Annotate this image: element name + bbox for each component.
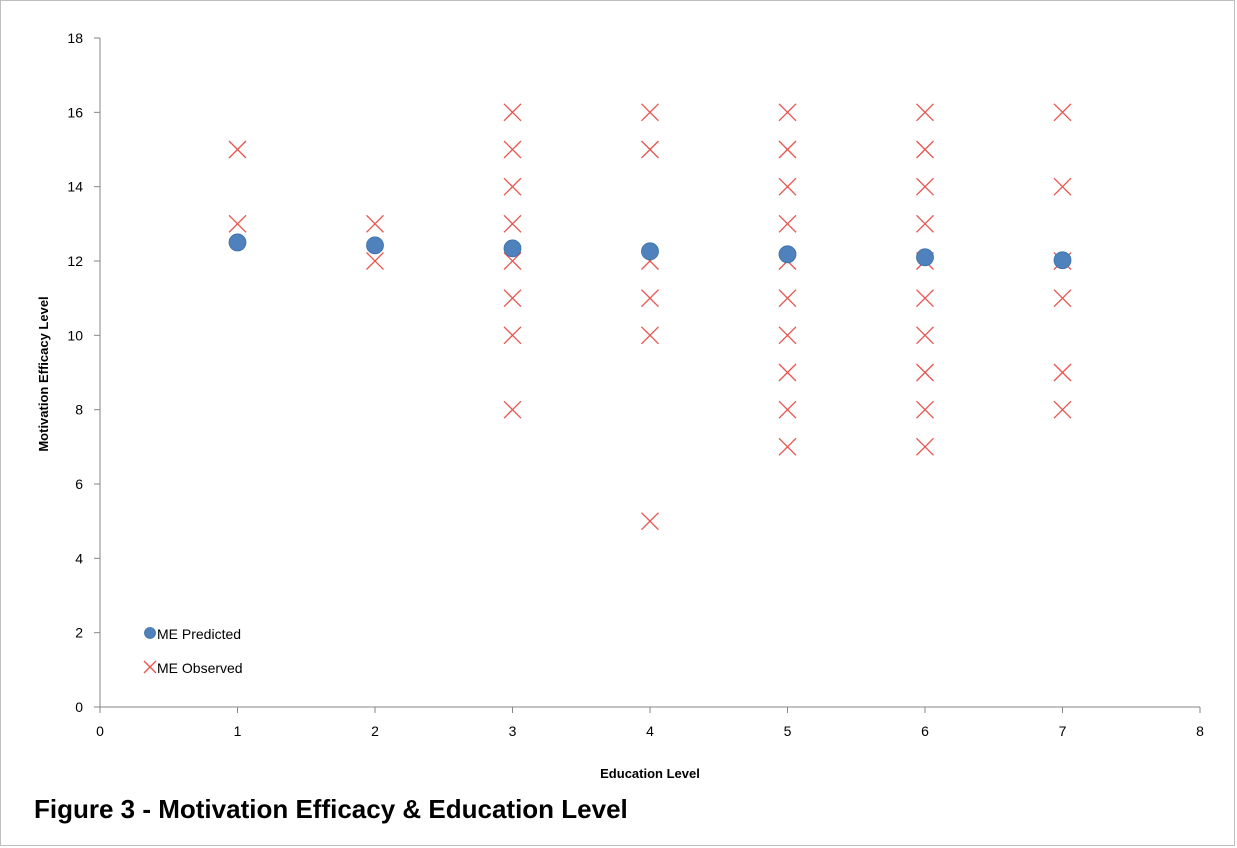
predicted-point bbox=[228, 233, 247, 252]
y-tick-label: 0 bbox=[75, 699, 83, 715]
y-tick-label: 4 bbox=[75, 550, 83, 566]
observed-point bbox=[916, 103, 934, 122]
observed-point bbox=[778, 103, 797, 122]
y-tick-label: 14 bbox=[67, 179, 83, 195]
x-tick-label: 2 bbox=[371, 723, 379, 739]
observed-point bbox=[778, 177, 797, 196]
legend-dot-predicted bbox=[144, 627, 156, 639]
observed-point bbox=[778, 326, 797, 345]
observed-point bbox=[1053, 177, 1072, 196]
predicted-point bbox=[366, 236, 384, 255]
observed-point bbox=[1053, 103, 1072, 122]
x-tick-label: 5 bbox=[784, 723, 792, 739]
figure-caption: Figure 3 - Motivation Efficacy & Educati… bbox=[34, 794, 628, 824]
observed-point bbox=[916, 214, 934, 233]
observed-point bbox=[778, 289, 797, 308]
predicted-point bbox=[778, 245, 797, 264]
y-tick-label: 16 bbox=[67, 104, 83, 120]
x-tick-label: 1 bbox=[234, 723, 242, 739]
predicted-point bbox=[503, 239, 522, 258]
observed-point bbox=[778, 400, 797, 419]
legend-label-predicted: ME Predicted bbox=[157, 626, 241, 642]
observed-point bbox=[916, 326, 934, 345]
y-tick-label: 6 bbox=[75, 476, 83, 492]
observed-point bbox=[641, 103, 659, 122]
observed-point bbox=[503, 289, 522, 308]
x-axis-title: Education Level bbox=[600, 766, 700, 781]
observed-point bbox=[641, 512, 659, 531]
x-tick-label: 6 bbox=[921, 723, 929, 739]
y-tick-label: 8 bbox=[75, 402, 83, 418]
x-axis-ticks: 0 1 2 3 4 5 6 7 8 bbox=[96, 707, 1204, 739]
observed-point bbox=[916, 400, 934, 419]
x-tick-label: 7 bbox=[1059, 723, 1067, 739]
observed-point bbox=[641, 289, 659, 308]
x-tick-label: 0 bbox=[96, 723, 104, 739]
legend-marker-predicted bbox=[144, 627, 156, 639]
observed-point bbox=[1053, 400, 1072, 419]
observed-point bbox=[503, 214, 522, 233]
x-tick-label: 3 bbox=[509, 723, 517, 739]
observed-point bbox=[916, 140, 934, 159]
observed-point bbox=[916, 437, 934, 456]
observed-point bbox=[778, 140, 797, 159]
y-tick-label: 10 bbox=[67, 327, 83, 343]
predicted-point bbox=[916, 248, 934, 267]
observed-point bbox=[641, 326, 659, 345]
observed-point bbox=[1053, 289, 1072, 308]
predicted-point bbox=[1053, 251, 1072, 270]
observed-point bbox=[228, 140, 247, 159]
x-tick-label: 8 bbox=[1196, 723, 1204, 739]
legend-label-observed: ME Observed bbox=[157, 660, 243, 676]
y-tick-label: 18 bbox=[67, 30, 83, 46]
x-tick-label: 4 bbox=[646, 723, 654, 739]
observed-point bbox=[778, 363, 797, 382]
observed-point bbox=[1053, 363, 1072, 382]
observed-point bbox=[503, 103, 522, 122]
observed-point bbox=[916, 289, 934, 308]
predicted-series bbox=[228, 233, 1072, 270]
observed-point bbox=[228, 214, 247, 233]
observed-point bbox=[778, 437, 797, 456]
observed-point bbox=[366, 252, 384, 270]
y-axis-ticks: 0 2 4 6 8 10 12 14 16 18 bbox=[67, 30, 100, 715]
observed-point bbox=[503, 400, 522, 419]
observed-point bbox=[503, 140, 522, 159]
y-axis-title: Motivation Efficacy Level bbox=[36, 296, 51, 451]
observed-point bbox=[503, 252, 522, 270]
observed-series bbox=[228, 103, 1072, 531]
observed-point bbox=[916, 363, 934, 382]
y-tick-label: 2 bbox=[75, 625, 83, 641]
observed-point bbox=[503, 177, 522, 196]
predicted-point bbox=[641, 242, 659, 261]
legend-marker-observed bbox=[143, 660, 157, 674]
observed-point bbox=[916, 177, 934, 196]
axes bbox=[99, 38, 1200, 708]
legend: ME Predicted ME Observed bbox=[143, 626, 243, 676]
observed-point bbox=[503, 326, 522, 345]
observed-point bbox=[778, 214, 797, 233]
observed-point bbox=[366, 214, 384, 233]
y-tick-label: 12 bbox=[67, 253, 83, 269]
observed-point bbox=[641, 140, 659, 159]
legend-x-observed bbox=[143, 660, 157, 674]
